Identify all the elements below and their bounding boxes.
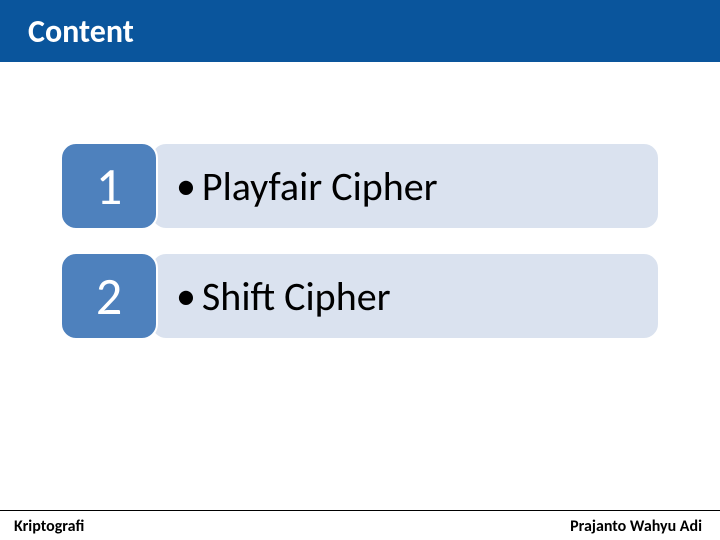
item-label: Playfair Cipher [202,162,438,211]
footer-right-text: Prajanto Wahyu Adi [570,517,702,536]
item-label-pill: • Shift Cipher [150,252,660,340]
item-number-badge: 1 [60,142,158,230]
footer-bar: Kriptografi Prajanto Wahyu Adi [0,510,720,540]
item-label: Shift Cipher [202,272,391,321]
content-area: 1 • Playfair Cipher 2 • Shift Cipher [0,62,720,340]
item-label-pill: • Playfair Cipher [150,142,660,230]
item-number-badge: 2 [60,252,158,340]
header-bar: Content [0,0,720,62]
list-item: 1 • Playfair Cipher [60,142,660,230]
bullet-icon: • [176,276,196,316]
list-item: 2 • Shift Cipher [60,252,660,340]
bullet-icon: • [176,166,196,206]
page-title: Content [28,12,134,51]
footer-left-text: Kriptografi [14,517,84,536]
